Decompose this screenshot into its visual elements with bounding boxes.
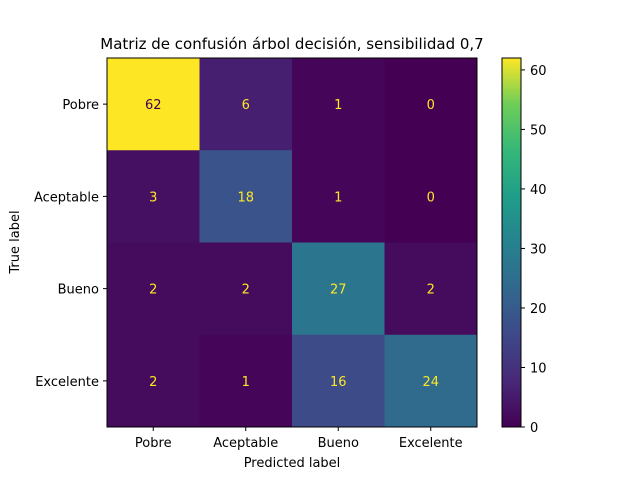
x-tick-label: Bueno: [318, 436, 359, 451]
colorbar-tick-label: 10: [530, 361, 547, 376]
cell-value-labels: 62 6 1 03 18 1 02 2 27 22 1 16 24: [145, 98, 439, 390]
heatmap-cell: [199, 58, 293, 151]
colorbar-tick-label: 20: [530, 302, 547, 317]
colorbar-tick-label: 50: [530, 123, 547, 138]
cell-value-label: 1: [242, 375, 250, 390]
heatmap-cells: [107, 58, 478, 428]
cell-value-label: 62: [145, 98, 162, 113]
heatmap-cell: [384, 242, 478, 336]
heatmap-cell: [199, 334, 293, 428]
heatmap-cell: [107, 150, 200, 243]
heatmap-cell: [107, 58, 200, 151]
colorbar-tick-label: 0: [530, 421, 538, 436]
cell-value-label: 16: [330, 375, 347, 390]
y-axis-label: True label: [8, 210, 23, 274]
heatmap-cell: [292, 150, 385, 243]
cell-value-label: 0: [427, 98, 435, 113]
heatmap-cell: [384, 58, 478, 151]
cell-value-label: 3: [149, 190, 157, 205]
x-axis-label: Predicted label: [244, 456, 341, 471]
x-tick-label: Excelente: [399, 436, 463, 451]
cell-value-label: 6: [242, 98, 250, 113]
y-tick-label: Excelente: [35, 375, 99, 390]
chart-title: Matriz de confusión árbol decisión, sens…: [100, 35, 483, 53]
x-tick-label: Pobre: [135, 436, 172, 451]
colorbar-ticks: 0 10 20 30 40 50 60: [521, 64, 547, 436]
colorbar: [501, 57, 522, 428]
colorbar-tick-label: 30: [530, 242, 547, 257]
x-axis-ticks: Pobre Aceptable Bueno Excelente: [135, 427, 463, 451]
cell-value-label: 1: [334, 98, 342, 113]
plot-frame: [106, 57, 478, 428]
heatmap-cell: [384, 334, 478, 428]
x-tick-label: Aceptable: [213, 436, 278, 451]
heatmap-cell: [199, 150, 293, 243]
colorbar-tick-label: 60: [530, 64, 547, 79]
cell-value-label: 2: [149, 283, 157, 298]
cell-value-label: 18: [237, 190, 254, 205]
y-tick-label: Bueno: [58, 283, 99, 298]
cell-value-label: 0: [427, 190, 435, 205]
y-tick-label: Aceptable: [34, 190, 99, 205]
cell-value-label: 27: [330, 283, 347, 298]
heatmap-cell: [292, 334, 385, 428]
heatmap-cell: [107, 242, 200, 336]
heatmap-cell: [292, 242, 385, 336]
cell-value-label: 2: [427, 283, 435, 298]
cell-value-label: 24: [422, 375, 439, 390]
cell-value-label: 1: [334, 190, 342, 205]
y-axis-ticks: Pobre Aceptable Bueno Excelente: [34, 98, 107, 390]
y-tick-label: Pobre: [62, 98, 99, 113]
cell-value-label: 2: [242, 283, 250, 298]
heatmap-cell: [199, 242, 293, 336]
heatmap-cell: [107, 334, 200, 428]
cell-value-label: 2: [149, 375, 157, 390]
colorbar-tick-label: 40: [530, 183, 547, 198]
heatmap-cell: [292, 58, 385, 151]
heatmap-cell: [384, 150, 478, 243]
